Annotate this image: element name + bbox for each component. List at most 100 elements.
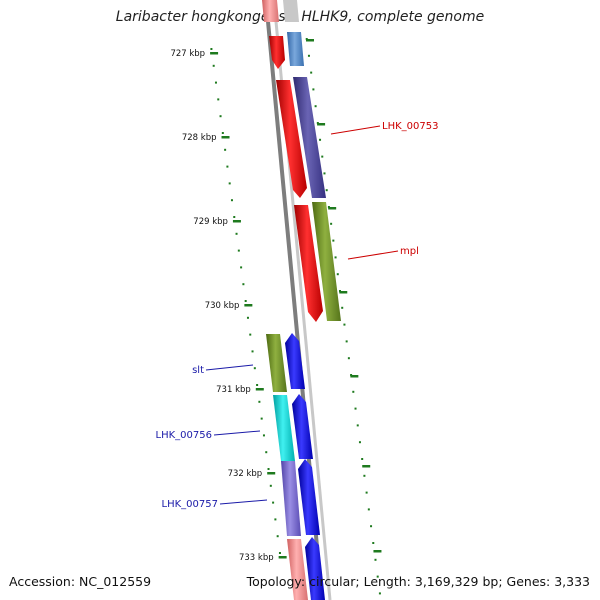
- ruler-tick: [219, 115, 222, 118]
- ruler-tick: [274, 518, 277, 521]
- ruler-tick: [267, 468, 270, 470]
- gene-label-leaders: [205, 125, 399, 505]
- feature-blocks: [262, 0, 341, 600]
- ruler-tick: [230, 199, 233, 202]
- cds-reverse-block-slt: [285, 333, 305, 389]
- ruler-tick: [260, 417, 263, 420]
- ruler-tick: [210, 48, 213, 50]
- ruler-tick: [319, 138, 322, 141]
- cog-block-pink: [287, 539, 308, 600]
- cds-forward-block-mpl: [294, 205, 323, 322]
- ruler-tick: [253, 367, 256, 370]
- gene-label: LHK_00753: [382, 121, 438, 132]
- cog-block-olive-slt: [266, 334, 287, 392]
- ruler-major-tick: [244, 304, 253, 307]
- gene-labels: LHK_00753 mpl slt LHK_00756 LHK_00757: [156, 121, 439, 510]
- ruler-tick: [332, 239, 335, 242]
- cog-block-cyan-lhk00756: [273, 395, 295, 461]
- cds-forward-block: [262, 0, 279, 22]
- ruler-tick: [352, 390, 355, 393]
- ruler-label: 733 kbp: [239, 553, 274, 563]
- cog-block-steel: [287, 32, 304, 66]
- ruler-label: 731 kbp: [216, 385, 251, 395]
- cog-block-slate-lhk00753: [293, 77, 326, 198]
- ruler-tick: [307, 54, 310, 57]
- cog-block-olive-mpl: [312, 202, 341, 321]
- ruler-tick: [226, 165, 229, 168]
- ruler-tick: [374, 558, 377, 561]
- ruler-tick: [240, 266, 243, 269]
- ruler-major-tick: [317, 123, 326, 126]
- ruler-major-tick: [306, 39, 314, 42]
- ruler-label: 727 kbp: [170, 49, 205, 59]
- ruler-tick: [228, 182, 231, 185]
- ruler-major-tick: [210, 52, 219, 55]
- ruler-tick: [221, 132, 224, 134]
- ruler-tick: [378, 592, 381, 595]
- ruler-tick: [325, 189, 328, 192]
- ruler-tick: [367, 508, 370, 511]
- ruler-tick: [278, 552, 281, 554]
- ruler-major-tick: [221, 136, 230, 139]
- cds-reverse-block-lhk00757: [298, 459, 320, 535]
- cds-forward-block: [269, 36, 285, 69]
- ruler-tick: [372, 542, 375, 544]
- ruler-major-tick: [350, 375, 359, 378]
- ruler-tick: [361, 458, 364, 460]
- ruler-major-tick: [339, 291, 348, 294]
- ruler-tick: [233, 216, 236, 218]
- ruler-tick: [265, 451, 268, 454]
- ruler-tick: [224, 148, 227, 151]
- ruler-tick: [323, 172, 326, 175]
- ruler-major-tick: [328, 207, 337, 210]
- ruler-label: 728 kbp: [182, 133, 217, 143]
- cds-reverse-block: [283, 0, 299, 22]
- ruler-labels: 727 kbp 728 kbp 729 kbp 730 kbp 731 kbp 732 k…: [170, 49, 273, 563]
- ruler-tick: [269, 484, 272, 487]
- map-title: Laribacter hongkongensis HLHK9, complete…: [115, 9, 485, 25]
- ruler-tick: [321, 155, 324, 158]
- ruler-tick: [343, 323, 346, 326]
- ruler-tick: [314, 105, 317, 108]
- ruler-tick: [365, 491, 368, 494]
- ruler-tick: [347, 357, 350, 360]
- ruler-tick: [235, 232, 238, 235]
- accession-text: Accession: NC_012559: [9, 574, 152, 589]
- ruler-major-tick: [278, 556, 287, 559]
- ruler-label: 729 kbp: [193, 217, 228, 227]
- ruler-tick: [262, 434, 265, 437]
- cog-block-lavender-lhk00757: [281, 461, 301, 536]
- cds-forward-block-lhk00753: [276, 80, 307, 198]
- ruler-tick: [376, 575, 379, 578]
- ruler-tick: [341, 306, 344, 309]
- ruler-tick: [242, 283, 245, 286]
- gene-label: LHK_00756: [156, 430, 212, 441]
- ruler-major-tick: [267, 472, 276, 475]
- ruler-major-tick: [255, 388, 264, 391]
- cds-reverse-block-lhk00756: [292, 394, 313, 459]
- ruler-tick: [354, 407, 357, 410]
- ruler-label: 732 kbp: [228, 469, 263, 479]
- topology-text: Topology: circular; Length: 3,169,329 bp…: [246, 574, 590, 589]
- ruler-tick: [249, 333, 252, 336]
- ruler-tick: [214, 81, 217, 84]
- gene-label: mpl: [400, 246, 419, 257]
- ruler-tick: [310, 71, 313, 74]
- ruler-tick: [334, 256, 337, 259]
- ruler-tick: [358, 441, 361, 444]
- ruler-tick: [246, 316, 249, 319]
- ruler-major-tick: [373, 550, 382, 553]
- ruler-tick: [212, 64, 215, 67]
- ruler-tick: [370, 525, 373, 528]
- ruler-tick: [345, 340, 348, 343]
- ruler-label: 730 kbp: [205, 301, 240, 311]
- gene-label: LHK_00757: [162, 499, 218, 510]
- ruler-ticks: [210, 38, 382, 595]
- ruler-tick: [251, 350, 254, 353]
- ruler-tick: [276, 535, 279, 538]
- ruler-tick: [363, 474, 366, 477]
- ruler-tick: [356, 424, 359, 427]
- ruler-tick: [312, 88, 315, 91]
- ruler-tick: [256, 384, 259, 386]
